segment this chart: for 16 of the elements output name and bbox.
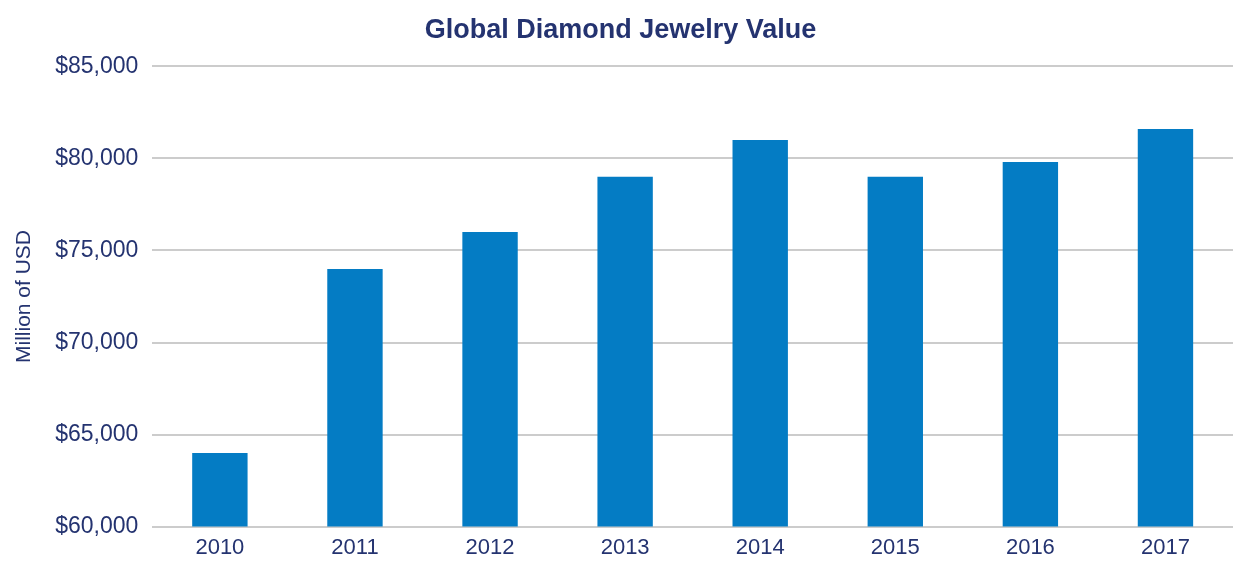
y-tick-label: $75,000	[55, 235, 139, 262]
y-axis-title: Million of USD	[11, 229, 35, 364]
x-tick-label: 2011	[331, 533, 379, 559]
x-tick-label: 2016	[1005, 533, 1055, 559]
y-tick-label: $80,000	[55, 143, 139, 170]
y-tick-label: $70,000	[55, 327, 139, 354]
x-tick-label: 2012	[465, 533, 515, 559]
x-tick-label: 2013	[600, 533, 650, 559]
y-tick-label: $65,000	[55, 419, 139, 446]
chart-title: Global Diamond Jewelry Value	[424, 13, 817, 44]
x-tick-label: 2015	[870, 533, 920, 559]
y-tick-label: $60,000	[55, 511, 139, 538]
x-tick-label: 2010	[195, 533, 245, 559]
x-tick-label: 2017	[1140, 533, 1190, 559]
x-tick-label: 2014	[735, 533, 785, 559]
y-tick-label: $85,000	[55, 51, 139, 78]
